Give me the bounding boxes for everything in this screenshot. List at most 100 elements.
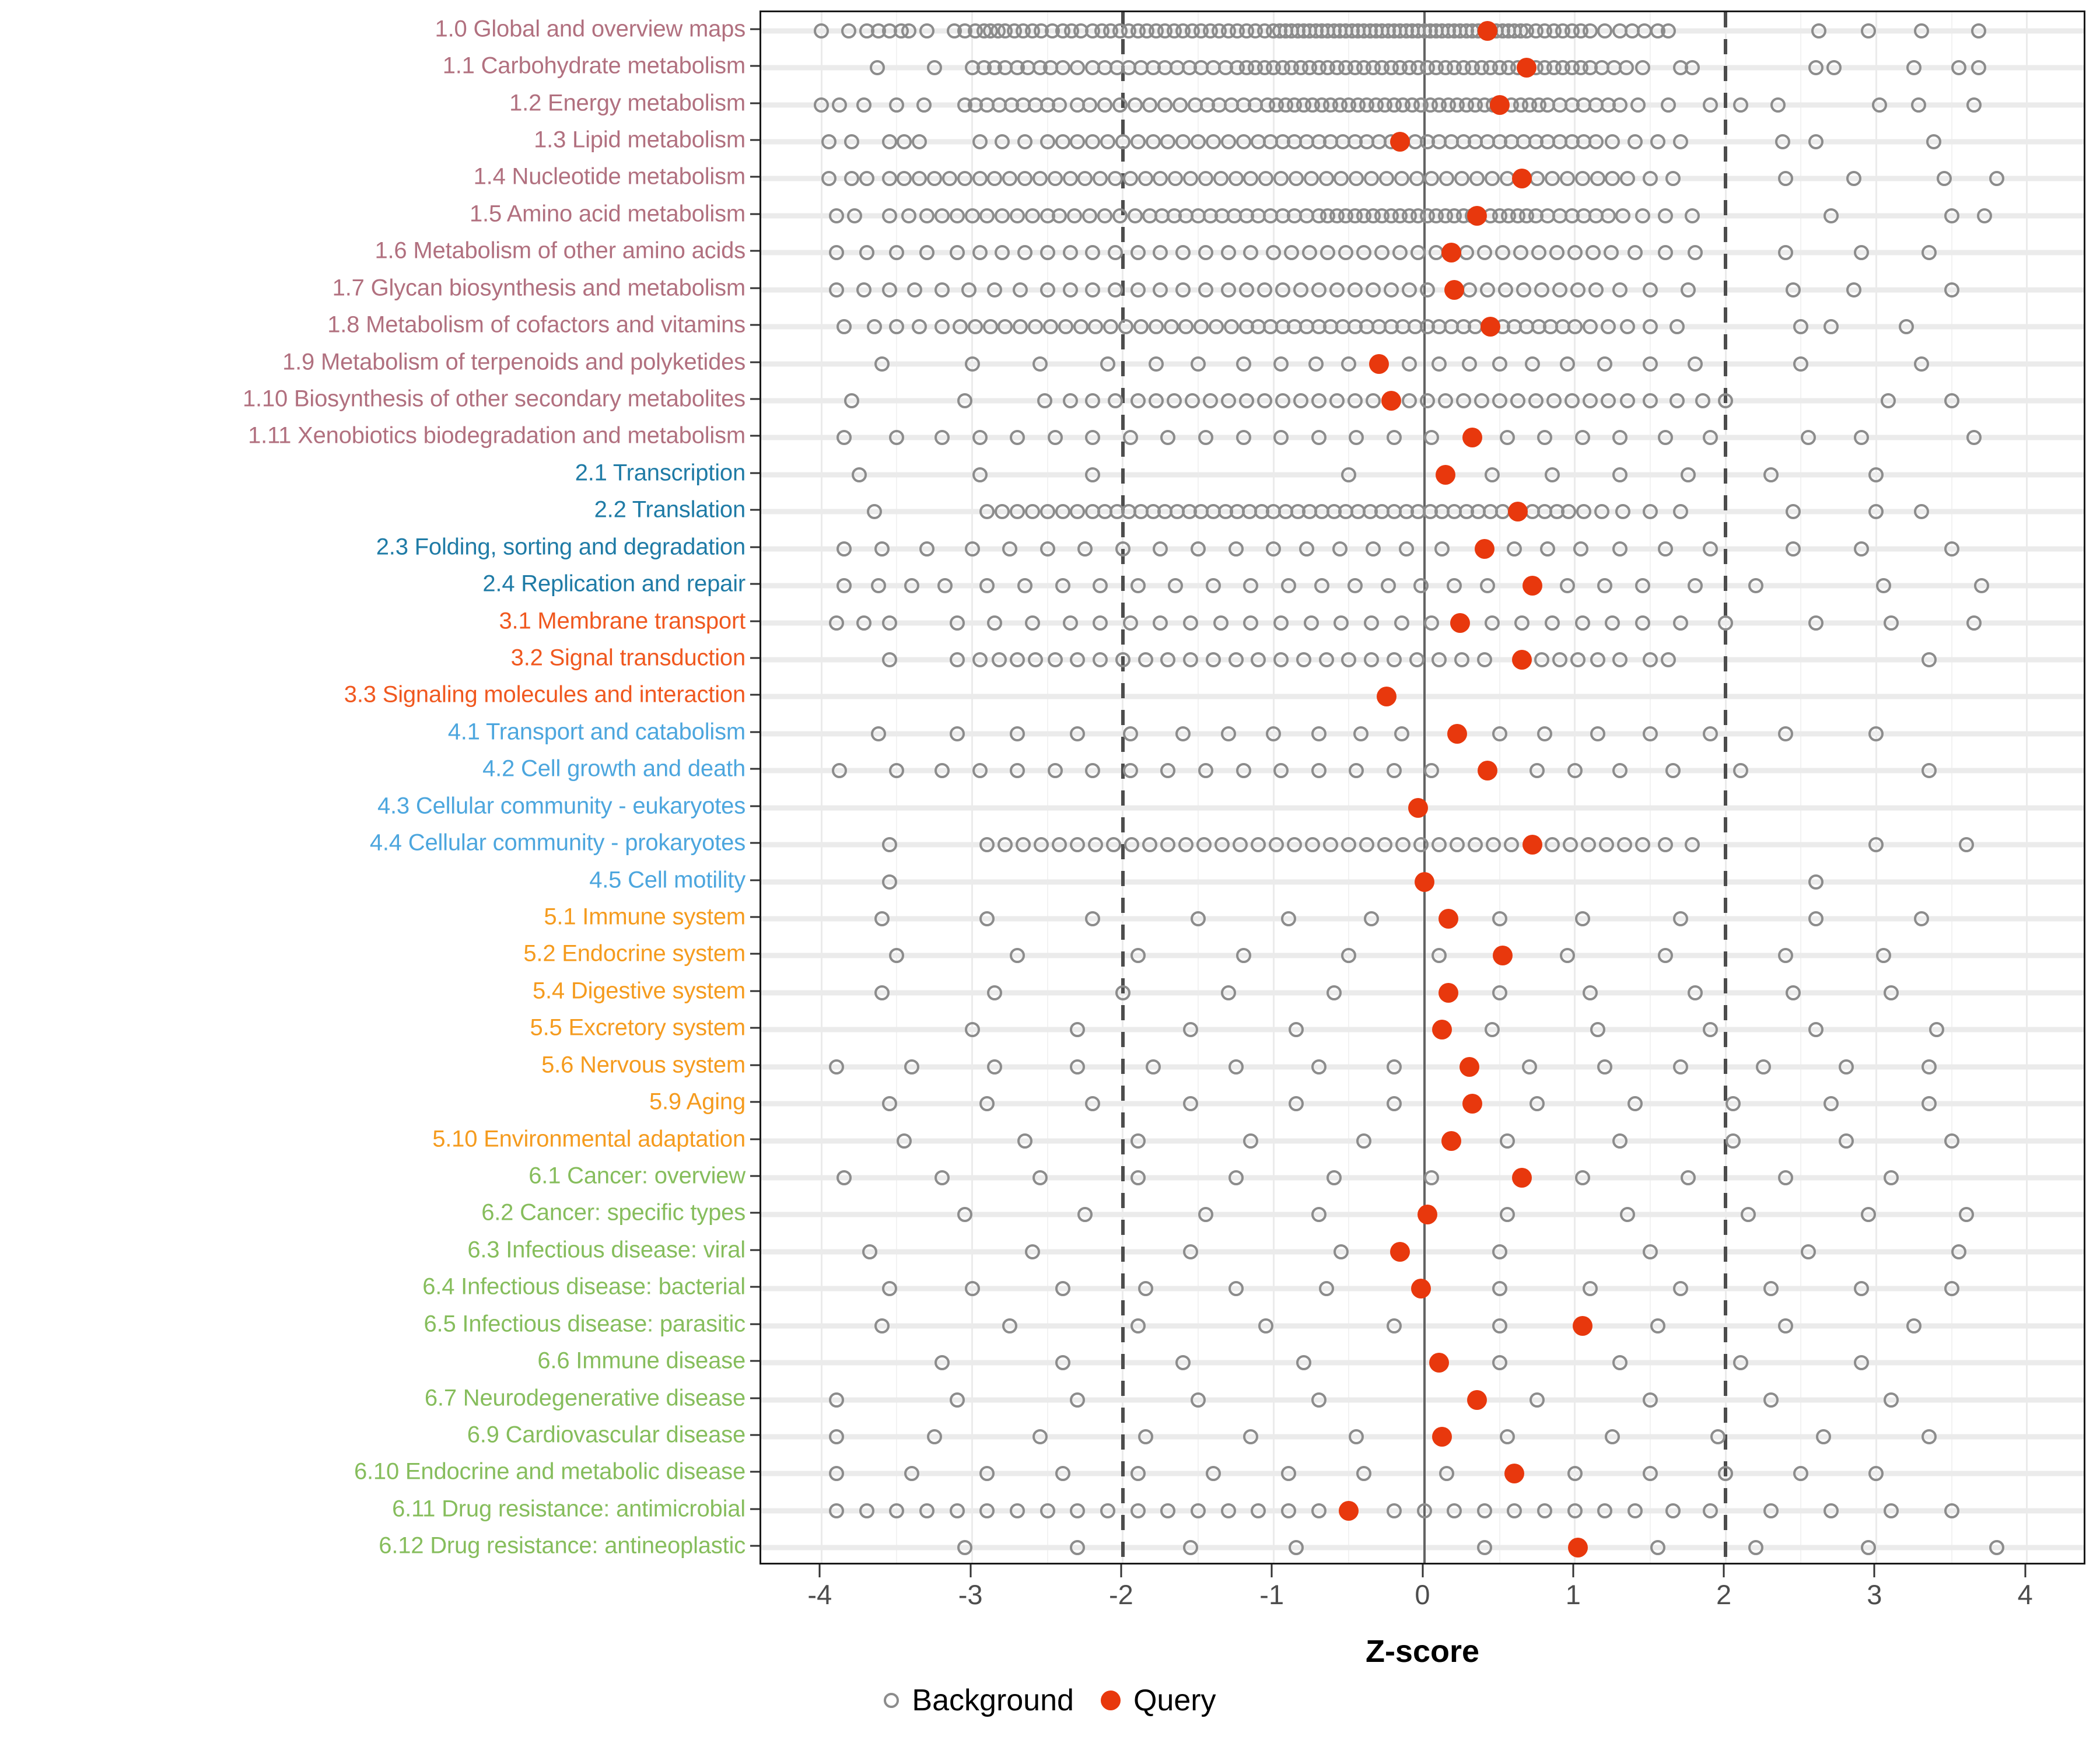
query-point[interactable] [1390,132,1410,152]
background-point [904,1466,920,1482]
query-point[interactable] [1450,612,1471,633]
query-point[interactable] [1438,909,1458,929]
background-point [1338,245,1354,261]
query-point[interactable] [1572,1315,1592,1336]
query-point[interactable] [1522,576,1543,596]
background-point [1884,615,1899,631]
query-point[interactable] [1417,1205,1437,1225]
background-point [1732,1355,1748,1371]
background-point [1115,134,1130,149]
query-point[interactable] [1429,1353,1450,1373]
background-point [1793,319,1809,335]
background-point [1680,1170,1696,1185]
query-point[interactable] [1512,650,1532,670]
background-point [1349,171,1364,187]
background-point [1597,356,1613,372]
background-point [1251,837,1266,853]
background-point [1534,652,1549,667]
background-point [844,393,859,408]
query-point[interactable] [1432,1020,1452,1040]
query-point[interactable] [1477,20,1497,41]
background-point [1944,1503,1959,1518]
query-point[interactable] [1408,797,1429,818]
background-point [987,282,1003,298]
query-point[interactable] [1466,1390,1487,1410]
query-point[interactable] [1444,279,1465,300]
background-point [1160,134,1176,149]
background-point [919,208,935,223]
background-point [1665,1503,1681,1518]
row-gridline [761,1138,2084,1144]
background-point [1273,356,1289,372]
background-point [1042,319,1058,335]
query-point[interactable] [1447,723,1468,744]
query-point[interactable] [1517,58,1537,78]
background-point [1618,60,1634,76]
query-point[interactable] [1567,1538,1588,1558]
background-point [1531,245,1546,261]
query-point[interactable] [1462,1094,1483,1114]
background-point [1133,319,1149,335]
legend-item-query[interactable]: Query [1100,1683,1216,1718]
legend-item-background[interactable]: Background [884,1683,1074,1718]
background-point [821,171,837,187]
background-point [1680,467,1696,482]
query-point[interactable] [1441,243,1461,263]
background-point [1251,1503,1266,1518]
background-point [1537,430,1553,446]
background-point [1808,1022,1824,1038]
background-point [1287,837,1303,853]
query-point[interactable] [1466,205,1487,226]
query-point[interactable] [1369,354,1389,374]
query-point[interactable] [1480,317,1501,337]
query-point[interactable] [1432,1427,1452,1447]
background-point [1786,985,1801,1000]
background-point [1016,837,1031,853]
query-point[interactable] [1411,1279,1432,1299]
query-point[interactable] [1381,391,1401,411]
query-point[interactable] [1512,169,1532,189]
query-point[interactable] [1492,946,1513,966]
query-point[interactable] [1474,538,1494,559]
background-point [1808,874,1824,890]
query-point[interactable] [1512,1168,1532,1188]
y-axis-tick [750,176,760,178]
query-point[interactable] [1507,502,1528,522]
query-point[interactable] [1441,1130,1461,1151]
background-point [1454,652,1470,667]
query-point[interactable] [1435,464,1455,485]
background-point [1811,23,1827,38]
query-point[interactable] [1489,94,1510,115]
query-point[interactable] [1390,1241,1410,1262]
query-point[interactable] [1504,1464,1525,1484]
background-point [1688,245,1703,261]
y-axis-tick [750,583,760,585]
background-point [1597,23,1613,38]
background-point [1341,652,1357,667]
y-axis-category-label: 2.4 Replication and repair [482,570,746,597]
background-point [1951,1244,1967,1259]
background-point [1469,171,1485,187]
y-axis-tick [750,509,760,511]
background-point [979,504,995,520]
background-point [1198,245,1213,261]
background-point [1256,282,1272,298]
query-point[interactable] [1339,1500,1359,1521]
background-point [1394,615,1409,631]
background-point [934,1355,950,1371]
query-point[interactable] [1522,835,1543,855]
background-point [1492,1281,1507,1297]
query-point[interactable] [1414,872,1434,892]
background-point [1672,1059,1688,1074]
query-point[interactable] [1438,982,1458,1003]
background-point [1220,985,1236,1000]
background-point [881,652,897,667]
query-point[interactable] [1376,687,1396,707]
query-point[interactable] [1462,428,1483,448]
query-point[interactable] [1459,1056,1479,1077]
background-point [1479,578,1495,594]
background-point [1615,504,1631,520]
query-point[interactable] [1477,761,1497,781]
background-point [912,134,928,149]
background-point [1590,171,1605,187]
